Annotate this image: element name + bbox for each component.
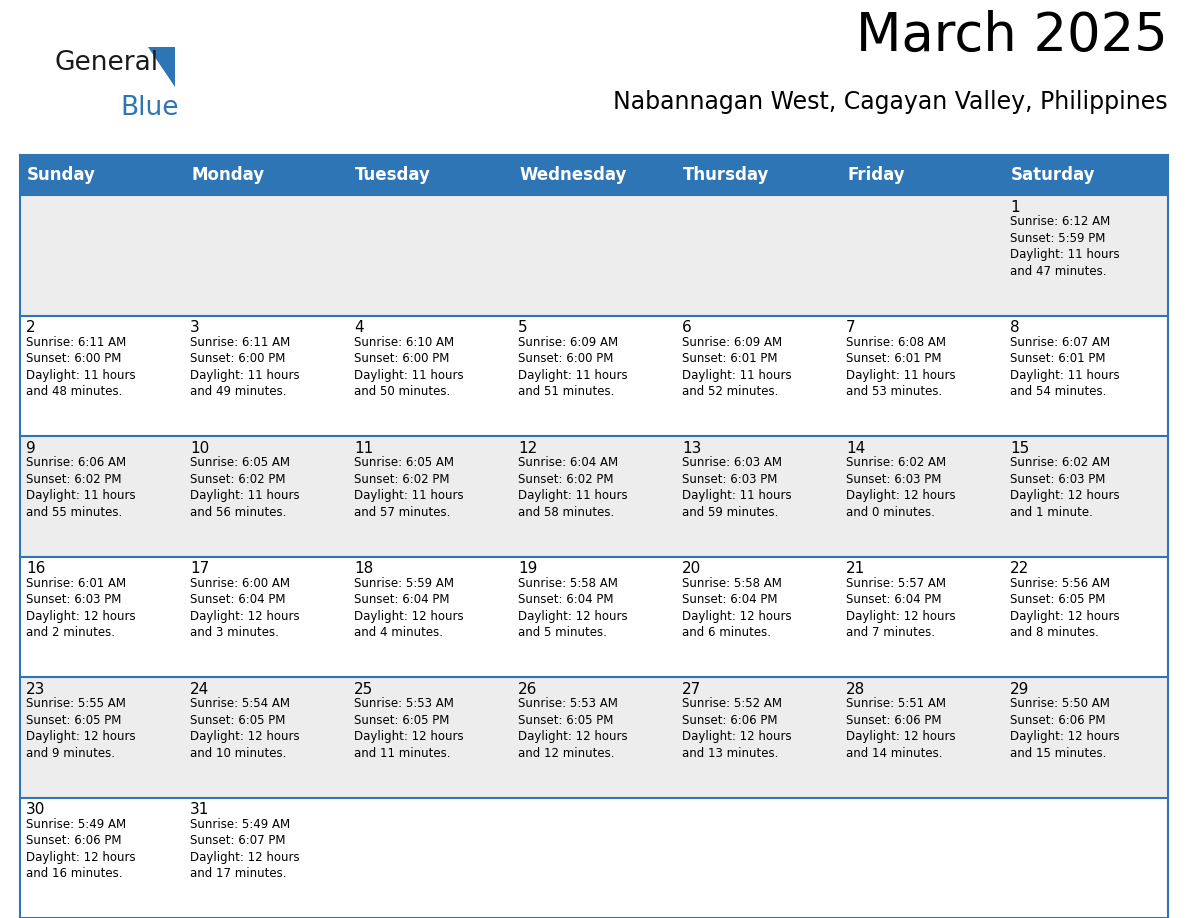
- Text: Sunrise: 6:02 AM
Sunset: 6:03 PM
Daylight: 12 hours
and 0 minutes.: Sunrise: 6:02 AM Sunset: 6:03 PM Dayligh…: [846, 456, 955, 519]
- Text: Sunrise: 5:50 AM
Sunset: 6:06 PM
Daylight: 12 hours
and 15 minutes.: Sunrise: 5:50 AM Sunset: 6:06 PM Dayligh…: [1010, 697, 1119, 760]
- Text: 18: 18: [354, 561, 373, 577]
- Text: Monday: Monday: [191, 166, 264, 184]
- Text: 30: 30: [26, 802, 45, 817]
- Text: 26: 26: [518, 681, 537, 697]
- Text: Sunrise: 6:07 AM
Sunset: 6:01 PM
Daylight: 11 hours
and 54 minutes.: Sunrise: 6:07 AM Sunset: 6:01 PM Dayligh…: [1010, 336, 1119, 398]
- Text: 21: 21: [846, 561, 865, 577]
- Text: Sunrise: 6:10 AM
Sunset: 6:00 PM
Daylight: 11 hours
and 50 minutes.: Sunrise: 6:10 AM Sunset: 6:00 PM Dayligh…: [354, 336, 463, 398]
- Text: Friday: Friday: [847, 166, 905, 184]
- Text: Sunrise: 6:06 AM
Sunset: 6:02 PM
Daylight: 11 hours
and 55 minutes.: Sunrise: 6:06 AM Sunset: 6:02 PM Dayligh…: [26, 456, 135, 519]
- Text: 9: 9: [26, 441, 36, 455]
- Text: Sunrise: 6:04 AM
Sunset: 6:02 PM
Daylight: 11 hours
and 58 minutes.: Sunrise: 6:04 AM Sunset: 6:02 PM Dayligh…: [518, 456, 627, 519]
- Text: Sunrise: 5:51 AM
Sunset: 6:06 PM
Daylight: 12 hours
and 14 minutes.: Sunrise: 5:51 AM Sunset: 6:06 PM Dayligh…: [846, 697, 955, 760]
- Text: 20: 20: [682, 561, 701, 577]
- Text: Sunrise: 6:02 AM
Sunset: 6:03 PM
Daylight: 12 hours
and 1 minute.: Sunrise: 6:02 AM Sunset: 6:03 PM Dayligh…: [1010, 456, 1119, 519]
- Text: Saturday: Saturday: [1011, 166, 1095, 184]
- Text: Sunrise: 5:58 AM
Sunset: 6:04 PM
Daylight: 12 hours
and 5 minutes.: Sunrise: 5:58 AM Sunset: 6:04 PM Dayligh…: [518, 577, 627, 639]
- Text: Sunrise: 5:59 AM
Sunset: 6:04 PM
Daylight: 12 hours
and 4 minutes.: Sunrise: 5:59 AM Sunset: 6:04 PM Dayligh…: [354, 577, 463, 639]
- Text: Sunday: Sunday: [27, 166, 96, 184]
- Text: Tuesday: Tuesday: [355, 166, 431, 184]
- Text: 5: 5: [518, 320, 527, 335]
- Text: Sunrise: 5:58 AM
Sunset: 6:04 PM
Daylight: 12 hours
and 6 minutes.: Sunrise: 5:58 AM Sunset: 6:04 PM Dayligh…: [682, 577, 791, 639]
- Text: Sunrise: 6:01 AM
Sunset: 6:03 PM
Daylight: 12 hours
and 2 minutes.: Sunrise: 6:01 AM Sunset: 6:03 PM Dayligh…: [26, 577, 135, 639]
- Text: Thursday: Thursday: [683, 166, 770, 184]
- Text: Sunrise: 6:08 AM
Sunset: 6:01 PM
Daylight: 11 hours
and 53 minutes.: Sunrise: 6:08 AM Sunset: 6:01 PM Dayligh…: [846, 336, 955, 398]
- Text: 19: 19: [518, 561, 537, 577]
- Text: 7: 7: [846, 320, 855, 335]
- Text: 16: 16: [26, 561, 45, 577]
- Text: March 2025: March 2025: [857, 10, 1168, 62]
- Text: Sunrise: 6:05 AM
Sunset: 6:02 PM
Daylight: 11 hours
and 57 minutes.: Sunrise: 6:05 AM Sunset: 6:02 PM Dayligh…: [354, 456, 463, 519]
- Text: 10: 10: [190, 441, 209, 455]
- Text: Wednesday: Wednesday: [519, 166, 626, 184]
- Text: 12: 12: [518, 441, 537, 455]
- Text: 11: 11: [354, 441, 373, 455]
- Text: 4: 4: [354, 320, 364, 335]
- Text: 14: 14: [846, 441, 865, 455]
- Text: Sunrise: 5:54 AM
Sunset: 6:05 PM
Daylight: 12 hours
and 10 minutes.: Sunrise: 5:54 AM Sunset: 6:05 PM Dayligh…: [190, 697, 299, 760]
- Text: 22: 22: [1010, 561, 1029, 577]
- Text: 29: 29: [1010, 681, 1029, 697]
- Text: 31: 31: [190, 802, 209, 817]
- Text: General: General: [55, 50, 159, 76]
- Text: 6: 6: [682, 320, 691, 335]
- Text: Sunrise: 6:03 AM
Sunset: 6:03 PM
Daylight: 11 hours
and 59 minutes.: Sunrise: 6:03 AM Sunset: 6:03 PM Dayligh…: [682, 456, 791, 519]
- Text: Sunrise: 5:49 AM
Sunset: 6:07 PM
Daylight: 12 hours
and 17 minutes.: Sunrise: 5:49 AM Sunset: 6:07 PM Dayligh…: [190, 818, 299, 880]
- Text: Sunrise: 5:49 AM
Sunset: 6:06 PM
Daylight: 12 hours
and 16 minutes.: Sunrise: 5:49 AM Sunset: 6:06 PM Dayligh…: [26, 818, 135, 880]
- Text: Nabannagan West, Cagayan Valley, Philippines: Nabannagan West, Cagayan Valley, Philipp…: [613, 90, 1168, 114]
- Text: Sunrise: 5:57 AM
Sunset: 6:04 PM
Daylight: 12 hours
and 7 minutes.: Sunrise: 5:57 AM Sunset: 6:04 PM Dayligh…: [846, 577, 955, 639]
- Text: 28: 28: [846, 681, 865, 697]
- Text: 27: 27: [682, 681, 701, 697]
- Text: 25: 25: [354, 681, 373, 697]
- Text: 8: 8: [1010, 320, 1019, 335]
- Text: Sunrise: 5:52 AM
Sunset: 6:06 PM
Daylight: 12 hours
and 13 minutes.: Sunrise: 5:52 AM Sunset: 6:06 PM Dayligh…: [682, 697, 791, 760]
- Text: Sunrise: 6:05 AM
Sunset: 6:02 PM
Daylight: 11 hours
and 56 minutes.: Sunrise: 6:05 AM Sunset: 6:02 PM Dayligh…: [190, 456, 299, 519]
- Text: Sunrise: 6:09 AM
Sunset: 6:00 PM
Daylight: 11 hours
and 51 minutes.: Sunrise: 6:09 AM Sunset: 6:00 PM Dayligh…: [518, 336, 627, 398]
- Text: 17: 17: [190, 561, 209, 577]
- Text: Sunrise: 6:00 AM
Sunset: 6:04 PM
Daylight: 12 hours
and 3 minutes.: Sunrise: 6:00 AM Sunset: 6:04 PM Dayligh…: [190, 577, 299, 639]
- Text: Sunrise: 5:55 AM
Sunset: 6:05 PM
Daylight: 12 hours
and 9 minutes.: Sunrise: 5:55 AM Sunset: 6:05 PM Dayligh…: [26, 697, 135, 760]
- Text: Sunrise: 5:53 AM
Sunset: 6:05 PM
Daylight: 12 hours
and 11 minutes.: Sunrise: 5:53 AM Sunset: 6:05 PM Dayligh…: [354, 697, 463, 760]
- Text: 24: 24: [190, 681, 209, 697]
- Text: Sunrise: 6:12 AM
Sunset: 5:59 PM
Daylight: 11 hours
and 47 minutes.: Sunrise: 6:12 AM Sunset: 5:59 PM Dayligh…: [1010, 215, 1119, 278]
- Text: Sunrise: 5:53 AM
Sunset: 6:05 PM
Daylight: 12 hours
and 12 minutes.: Sunrise: 5:53 AM Sunset: 6:05 PM Dayligh…: [518, 697, 627, 760]
- Text: 13: 13: [682, 441, 701, 455]
- Text: Sunrise: 6:09 AM
Sunset: 6:01 PM
Daylight: 11 hours
and 52 minutes.: Sunrise: 6:09 AM Sunset: 6:01 PM Dayligh…: [682, 336, 791, 398]
- Text: 1: 1: [1010, 199, 1019, 215]
- Text: Sunrise: 6:11 AM
Sunset: 6:00 PM
Daylight: 11 hours
and 48 minutes.: Sunrise: 6:11 AM Sunset: 6:00 PM Dayligh…: [26, 336, 135, 398]
- Text: Sunrise: 5:56 AM
Sunset: 6:05 PM
Daylight: 12 hours
and 8 minutes.: Sunrise: 5:56 AM Sunset: 6:05 PM Dayligh…: [1010, 577, 1119, 639]
- Text: 2: 2: [26, 320, 36, 335]
- Text: 3: 3: [190, 320, 200, 335]
- Text: 23: 23: [26, 681, 45, 697]
- Text: 15: 15: [1010, 441, 1029, 455]
- Text: Sunrise: 6:11 AM
Sunset: 6:00 PM
Daylight: 11 hours
and 49 minutes.: Sunrise: 6:11 AM Sunset: 6:00 PM Dayligh…: [190, 336, 299, 398]
- Text: Blue: Blue: [120, 95, 178, 121]
